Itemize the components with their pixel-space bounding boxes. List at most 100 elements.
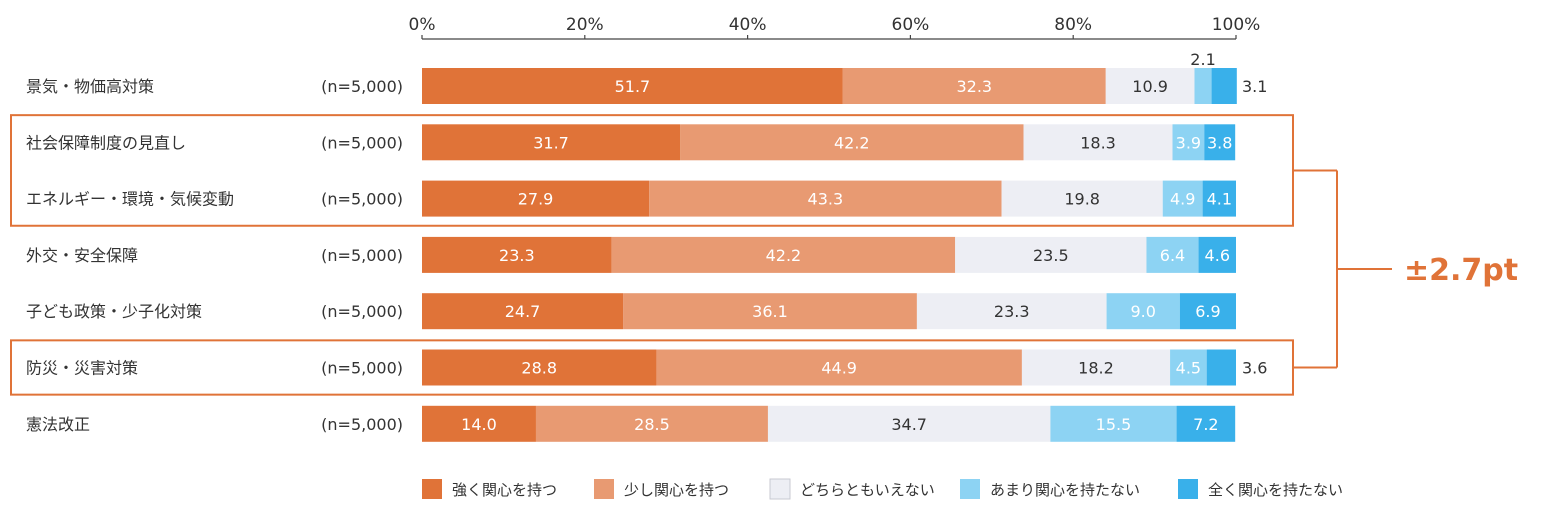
data-label: 27.9 xyxy=(518,190,554,209)
bar-segment xyxy=(422,68,843,104)
bar-segment xyxy=(680,124,1024,161)
x-tick-label: 60% xyxy=(892,15,930,35)
x-tick-label: 0% xyxy=(409,15,436,35)
n-label: (n=5,000) xyxy=(321,133,403,152)
data-label: 7.2 xyxy=(1193,415,1218,434)
bar-segment xyxy=(422,405,536,442)
data-label: 42.2 xyxy=(834,133,870,152)
data-label: 51.7 xyxy=(615,77,651,96)
x-tick-label: 20% xyxy=(566,15,604,35)
data-label: 36.1 xyxy=(752,302,788,321)
legend-label: 強く関心を持つ xyxy=(452,481,557,499)
legend-item: どちらともいえない xyxy=(769,478,935,500)
category-label: 防災・災害対策 xyxy=(26,359,138,378)
data-label: 2.1 xyxy=(1190,50,1215,69)
category-label: 子ども政策・少子化対策 xyxy=(26,302,202,321)
data-label: 18.2 xyxy=(1078,359,1114,378)
data-label: 3.1 xyxy=(1242,77,1267,96)
data-label: 14.0 xyxy=(461,415,497,434)
data-label: 24.7 xyxy=(505,302,541,321)
category-label: 憲法改正 xyxy=(26,415,90,434)
n-label: (n=5,000) xyxy=(321,246,403,265)
legend-item: 全く関心を持たない xyxy=(1178,479,1343,499)
legend-swatch xyxy=(594,479,614,499)
data-label: 44.9 xyxy=(821,359,857,378)
bar-row: 防災・災害対策 (n=5,000) 28.8 44.9 18.2 4.5 3.6 xyxy=(26,349,1267,386)
bar-segment xyxy=(1198,236,1236,273)
legend: 強く関心を持つ 少し関心を持つ どちらともいえない あまり関心を持たない 全く関心を持た… xyxy=(422,478,1343,500)
data-label: 28.5 xyxy=(634,415,670,434)
bar-rows: 景気・物価高対策 (n=5,000) 51.7 32.3 10.9 2.1 3.1 社会保障制… xyxy=(26,50,1267,442)
data-label: 31.7 xyxy=(533,133,569,152)
bar-segment xyxy=(1176,405,1236,442)
data-label: 15.5 xyxy=(1096,415,1132,434)
legend-label: 全く関心を持たない xyxy=(1208,481,1343,499)
category-label: 社会保障制度の見直し xyxy=(26,133,186,152)
bar-segment xyxy=(1106,293,1180,330)
n-label: (n=5,000) xyxy=(321,359,403,378)
legend-item: 少し関心を持つ xyxy=(594,479,729,499)
bar-segment xyxy=(1179,293,1236,330)
legend-swatch xyxy=(422,479,442,499)
bar-row: 憲法改正 (n=5,000) 14.0 28.5 34.7 15.5 7.2 xyxy=(26,405,1236,442)
bar-row: エネルギー・環境・気候変動 (n=5,000) 27.9 43.3 19.8 4.9 4.1 xyxy=(26,180,1236,217)
legend-label: 少し関心を持つ xyxy=(624,481,729,499)
x-tick-label: 80% xyxy=(1054,15,1092,35)
bar-segment xyxy=(1105,68,1195,104)
legend-label: あまり関心を持たない xyxy=(990,481,1140,499)
data-label: 6.9 xyxy=(1195,302,1220,321)
bar-segment xyxy=(1146,236,1199,273)
data-label: 3.8 xyxy=(1207,133,1232,152)
bar-segment xyxy=(916,293,1107,330)
data-label: 10.9 xyxy=(1132,77,1168,96)
legend-swatch xyxy=(769,478,791,500)
bar-row: 外交・安全保障 (n=5,000) 23.3 42.2 23.5 6.4 4.6 xyxy=(26,236,1236,273)
category-label: 景気・物価高対策 xyxy=(26,77,154,96)
legend-swatch xyxy=(960,479,980,499)
annotation-label: ±2.7pt xyxy=(1404,253,1518,288)
data-label: 4.1 xyxy=(1207,190,1232,209)
bar-segment xyxy=(1172,124,1205,161)
bar-segment xyxy=(649,180,1002,217)
data-label: 28.8 xyxy=(521,359,557,378)
n-label: (n=5,000) xyxy=(321,415,403,434)
n-label: (n=5,000) xyxy=(321,302,403,321)
bar-segment xyxy=(611,236,956,273)
n-label: (n=5,000) xyxy=(321,77,403,96)
n-label: (n=5,000) xyxy=(321,190,403,209)
bar-segment xyxy=(1194,68,1212,104)
bar-segment xyxy=(842,68,1106,104)
bar-segment xyxy=(1050,405,1177,442)
x-tick-label: 40% xyxy=(729,15,767,35)
bar-segment xyxy=(422,349,657,386)
data-label: 23.5 xyxy=(1033,246,1069,265)
data-label: 9.0 xyxy=(1130,302,1155,321)
bar-segment xyxy=(1162,180,1203,217)
data-label: 23.3 xyxy=(994,302,1030,321)
data-label: 3.6 xyxy=(1242,359,1267,378)
bar-segment xyxy=(422,293,624,330)
data-label: 23.3 xyxy=(499,246,535,265)
bar-row: 社会保障制度の見直し (n=5,000) 31.7 42.2 18.3 3.9 3.8 xyxy=(26,124,1236,161)
legend-item: 強く関心を持つ xyxy=(422,479,557,499)
data-label: 42.2 xyxy=(766,246,802,265)
data-label: 4.6 xyxy=(1205,246,1230,265)
legend-swatch xyxy=(1178,479,1198,499)
data-label: 19.8 xyxy=(1064,190,1100,209)
bar-segment xyxy=(1021,349,1171,386)
data-label: 4.5 xyxy=(1176,359,1201,378)
bar-segment xyxy=(767,405,1051,442)
bar-segment xyxy=(955,236,1147,273)
bar-segment xyxy=(1211,68,1237,104)
bar-segment xyxy=(1206,349,1236,386)
bar-segment xyxy=(1170,349,1207,386)
x-tick-label: 100% xyxy=(1212,15,1261,35)
data-label: 18.3 xyxy=(1080,133,1116,152)
data-label: 6.4 xyxy=(1160,246,1185,265)
legend-label: どちらともいえない xyxy=(800,481,935,499)
bar-row: 子ども政策・少子化対策 (n=5,000) 24.7 36.1 23.3 9.0 6.9 xyxy=(26,293,1236,330)
bar-segment xyxy=(656,349,1022,386)
data-label: 3.9 xyxy=(1176,133,1201,152)
bar-segment xyxy=(1023,124,1173,161)
